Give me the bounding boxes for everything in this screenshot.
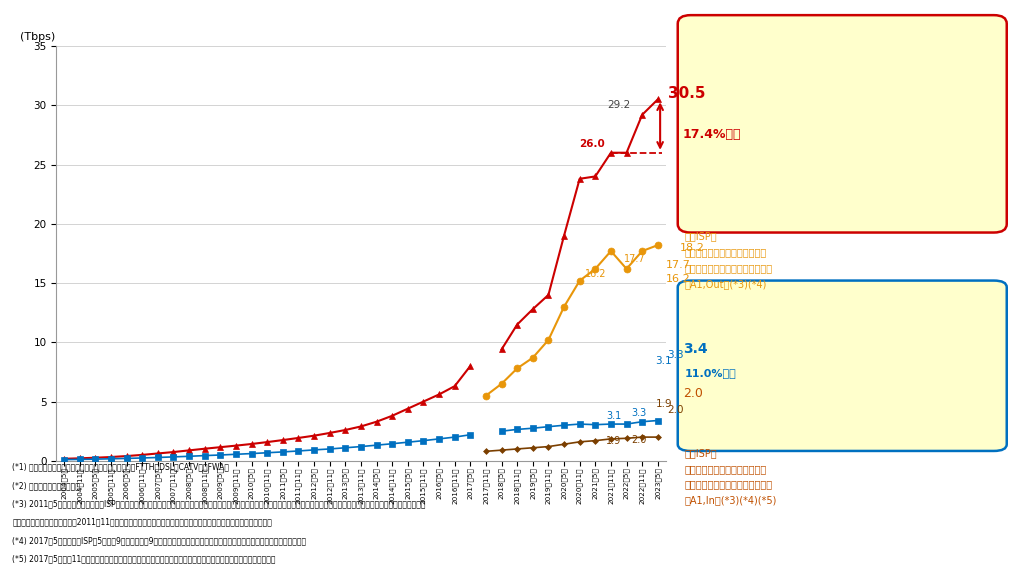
Text: 11.0%増加: 11.0%増加 — [685, 367, 737, 377]
Text: (*5) 2017年5月から11月までの期間に、協力事業者の一部において計測方法を見直したため、不連続が生じている。: (*5) 2017年5月から11月までの期間に、協力事業者の一部において計測方法… — [12, 555, 275, 563]
Text: 2.0: 2.0 — [632, 435, 647, 445]
Text: アップロード: アップロード — [822, 364, 862, 374]
Text: (*3) 2011年5月以前は、一部の協力ISPとブロードバンドサービス契約者との間のトラヒックに携帯電話網との間の移動通信トラヒックの一部が含まれていたが、当: (*3) 2011年5月以前は、一部の協力ISPとブロードバンドサービス契約者と… — [12, 499, 426, 508]
Text: 16.2: 16.2 — [666, 274, 690, 284]
Text: 固定系ブロードバンド: 固定系ブロードバンド — [809, 297, 876, 307]
Text: 1.9: 1.9 — [655, 399, 672, 409]
Text: トラヒック(*3)(*4)(*5): トラヒック(*3)(*4)(*5) — [794, 397, 891, 407]
Text: (*1) 個人の利用者向け固定系ブロードバンドサービス（FTTH、DSL、CATV及びFWA）: (*1) 個人の利用者向け固定系ブロードバンドサービス（FTTH、DSL、CAT… — [12, 463, 229, 471]
Text: 16.2: 16.2 — [585, 269, 606, 279]
Text: ことが可能となったため、2011年11月から当該トラヒックを除く形でトラヒックの集計・推計を行うこととした。: ことが可能となったため、2011年11月から当該トラヒックを除く形でトラヒックの… — [12, 518, 272, 526]
Text: （推計値）: （推計値） — [825, 209, 859, 218]
Text: 契約者のダウンロードトラヒック: 契約者のダウンロードトラヒック — [684, 263, 772, 273]
FancyBboxPatch shape — [678, 281, 1007, 451]
Text: 3.4: 3.4 — [683, 342, 708, 355]
Text: 26.0: 26.0 — [580, 139, 605, 149]
Text: 3.1: 3.1 — [655, 356, 672, 366]
Text: サービス契約者の: サービス契約者の — [816, 81, 868, 90]
Text: 17.4%増加: 17.4%増加 — [683, 128, 741, 141]
Text: 協力ISPの: 協力ISPの — [684, 448, 717, 458]
Text: 固定系ブロードバンドサービス: 固定系ブロードバンドサービス — [684, 247, 766, 257]
Text: 固定系ブロードバンドサービス: 固定系ブロードバンドサービス — [684, 464, 766, 473]
Text: ［A1,In］(*3)(*4)(*5): ［A1,In］(*3)(*4)(*5) — [684, 495, 776, 505]
Text: 3.3: 3.3 — [668, 350, 684, 360]
Text: 17.7: 17.7 — [624, 254, 645, 264]
Text: (Tbps): (Tbps) — [20, 32, 55, 42]
Text: サービス契約者の: サービス契約者の — [816, 331, 868, 340]
Text: 固定系ブロードバンド: 固定系ブロードバンド — [809, 38, 876, 48]
Text: 3.3: 3.3 — [632, 408, 647, 418]
Text: 2.0: 2.0 — [668, 405, 684, 415]
Text: ［A1,Out］(*3)(*4): ［A1,Out］(*3)(*4) — [684, 279, 766, 289]
Text: 1.9: 1.9 — [606, 435, 622, 446]
Text: 3.4Tbps（推計値）: 3.4Tbps（推計値） — [801, 431, 884, 441]
Text: (*2) 一部の法人契約者を含む: (*2) 一部の法人契約者を含む — [12, 481, 80, 490]
Text: 29.2: 29.2 — [607, 100, 631, 109]
FancyBboxPatch shape — [678, 15, 1007, 233]
Text: トラヒック(*3)(*4) 30.5Tbps: トラヒック(*3)(*4) 30.5Tbps — [771, 166, 913, 176]
Text: 2.0: 2.0 — [683, 388, 702, 400]
Text: 協力ISPの: 協力ISPの — [684, 231, 717, 241]
Text: 契約者のアップロードトラヒック: 契約者のアップロードトラヒック — [684, 479, 772, 489]
Text: 3.1: 3.1 — [606, 411, 622, 420]
Text: 18.2: 18.2 — [680, 242, 705, 252]
Text: 30.5: 30.5 — [668, 86, 706, 101]
Text: (*4) 2017年5月から協力ISPが5社から9社に増加し、9社からの情報による集計値及び推計値としたため、不連続が生じている。: (*4) 2017年5月から協力ISPが5社から9社に増加し、9社からの情報によ… — [12, 536, 306, 545]
Text: 17.7: 17.7 — [666, 260, 690, 270]
Text: ダウンロード: ダウンロード — [822, 123, 862, 133]
